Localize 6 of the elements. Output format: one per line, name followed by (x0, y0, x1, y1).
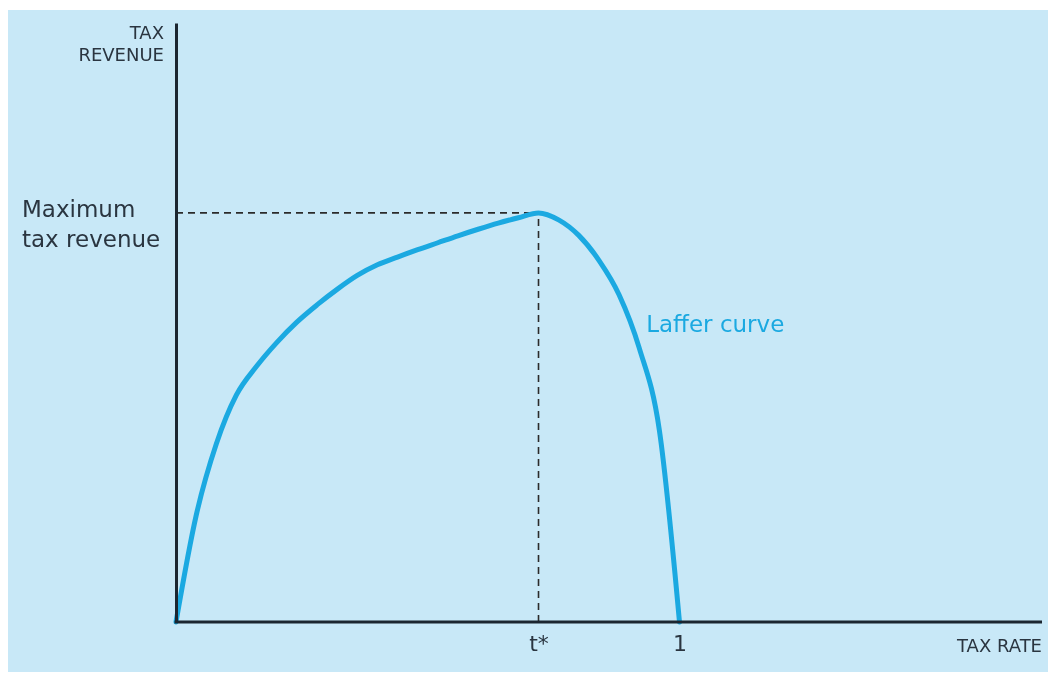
x-tick-label: 1 (672, 630, 687, 656)
text: TAX REVENUE (78, 22, 164, 65)
series-label: Laffer curve (646, 310, 785, 337)
ref-line-label: Maximum tax revenue (22, 195, 161, 252)
x-axis-title: TAX RATE (955, 635, 1042, 656)
x-tick-label: t* (529, 630, 549, 656)
